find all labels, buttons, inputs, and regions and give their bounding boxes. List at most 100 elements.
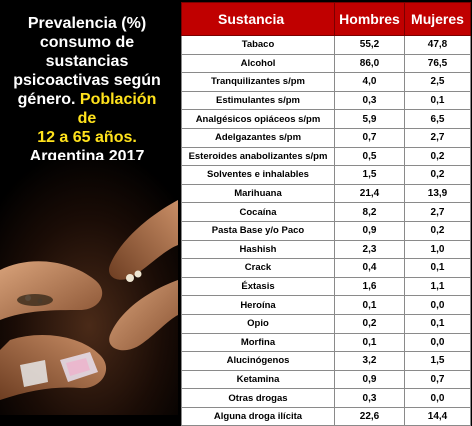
cell-sustancia: Marihuana — [181, 183, 335, 204]
title-line-5-white: género. — [17, 91, 80, 108]
cell-mujeres: 1,0 — [404, 239, 471, 260]
cell-sustancia: Adelgazantes s/pm — [181, 127, 335, 148]
title-line-2: consumo de — [39, 34, 135, 51]
cell-sustancia: Analgésicos opiáceos s/pm — [181, 109, 335, 129]
table-row: Esteroides anabolizantes s/pm 0,5 0,2 — [181, 146, 471, 167]
header-mujeres: Mujeres — [404, 2, 471, 36]
cell-sustancia: Alucinógenos — [181, 351, 335, 371]
cell-hombres: 0,3 — [334, 388, 405, 408]
cell-mujeres: 1,5 — [404, 351, 471, 371]
table-row: Marihuana 21,4 13,9 — [181, 183, 471, 204]
table-row: Tranquilizantes s/pm 4,0 2,5 — [181, 72, 471, 92]
page-title: Prevalencia (%) consumo de sustancias ps… — [12, 14, 162, 166]
cell-sustancia: Tranquilizantes s/pm — [181, 72, 335, 92]
cell-sustancia: Morfina — [181, 332, 335, 353]
cell-sustancia: Heroína — [181, 295, 335, 315]
table-header-row: Sustancia Hombres Mujeres — [181, 2, 471, 36]
cell-mujeres: 0,7 — [404, 369, 471, 390]
cell-mujeres: 2,7 — [404, 127, 471, 148]
table-row: Hashish 2,3 1,0 — [181, 239, 471, 260]
cell-hombres: 4,0 — [334, 72, 405, 92]
cell-hombres: 0,9 — [334, 369, 405, 390]
cell-mujeres: 1,1 — [404, 276, 471, 297]
cell-mujeres: 0,2 — [404, 146, 471, 167]
cell-hombres: 0,3 — [334, 90, 405, 111]
cell-mujeres: 0,1 — [404, 313, 471, 334]
cell-hombres: 5,9 — [334, 109, 405, 129]
table-row: Alcohol 86,0 76,5 — [181, 53, 471, 74]
cell-hombres: 8,2 — [334, 202, 405, 222]
cell-hombres: 21,4 — [334, 183, 405, 204]
table-row: Opio 0,2 0,1 — [181, 313, 471, 334]
cell-sustancia: Hashish — [181, 239, 335, 260]
table-row: Morfina 0,1 0,0 — [181, 332, 471, 353]
table-row: Tabaco 55,2 47,8 — [181, 35, 471, 55]
cell-sustancia: Cocaína — [181, 202, 335, 222]
prevalence-table: Sustancia Hombres Mujeres Tabaco 55,2 47,8… — [181, 2, 471, 426]
cell-sustancia: Alcohol — [181, 53, 335, 74]
cell-sustancia: Solventes e inhalables — [181, 165, 335, 185]
cell-mujeres: 76,5 — [404, 53, 471, 74]
cell-mujeres: 0,1 — [404, 90, 471, 111]
cell-sustancia: Éxtasis — [181, 276, 335, 297]
title-line-1: Prevalencia (%) — [27, 15, 147, 32]
cell-mujeres: 6,5 — [404, 109, 471, 129]
cell-hombres: 0,2 — [334, 313, 405, 334]
cell-sustancia: Alguna droga ilícita — [181, 406, 335, 426]
table-row: Ketamina 0,9 0,7 — [181, 369, 471, 390]
cell-mujeres: 0,0 — [404, 295, 471, 315]
cell-sustancia: Crack — [181, 258, 335, 278]
cell-hombres: 0,7 — [334, 127, 405, 148]
cell-sustancia: Otras drogas — [181, 388, 335, 408]
title-line-5: género. Población de — [12, 90, 162, 128]
table-row: Éxtasis 1,6 1,1 — [181, 276, 471, 297]
cell-mujeres: 0,2 — [404, 220, 471, 241]
table-row: Estimulantes s/pm 0,3 0,1 — [181, 90, 471, 111]
table-row: Alguna droga ilícita 22,6 14,4 — [181, 406, 471, 426]
cell-hombres: 0,1 — [334, 332, 405, 353]
cell-mujeres: 0,2 — [404, 165, 471, 185]
cell-mujeres: 14,4 — [404, 406, 471, 426]
cell-hombres: 2,3 — [334, 239, 405, 260]
table-row: Analgésicos opiáceos s/pm 5,9 6,5 — [181, 109, 471, 129]
cell-mujeres: 13,9 — [404, 183, 471, 204]
table-row: Alucinógenos 3,2 1,5 — [181, 351, 471, 371]
table-row: Heroína 0,1 0,0 — [181, 295, 471, 315]
cell-sustancia: Estimulantes s/pm — [181, 90, 335, 111]
cell-hombres: 55,2 — [334, 35, 405, 55]
table-row: Crack 0,4 0,1 — [181, 258, 471, 278]
title-line-3: sustancias — [45, 53, 129, 70]
table-row: Solventes e inhalables 1,5 0,2 — [181, 165, 471, 185]
table-row: Cocaína 8,2 2,7 — [181, 202, 471, 222]
cell-hombres: 22,6 — [334, 406, 405, 426]
cell-hombres: 0,5 — [334, 146, 405, 167]
cell-sustancia: Pasta Base y/o Paco — [181, 220, 335, 241]
title-line-6: 12 a 65 años. — [37, 129, 137, 146]
cell-mujeres: 0,0 — [404, 388, 471, 408]
header-sustancia: Sustancia — [181, 2, 335, 36]
title-line-5-yellow: Población de — [77, 91, 157, 127]
cell-mujeres: 0,1 — [404, 258, 471, 278]
cell-hombres: 3,2 — [334, 351, 405, 371]
cell-hombres: 1,5 — [334, 165, 405, 185]
cell-mujeres: 47,8 — [404, 35, 471, 55]
title-line-4: psicoactivas según — [13, 72, 161, 89]
table-row: Adelgazantes s/pm 0,7 2,7 — [181, 127, 471, 148]
cell-hombres: 0,1 — [334, 295, 405, 315]
cell-mujeres: 2,5 — [404, 72, 471, 92]
cell-sustancia: Opio — [181, 313, 335, 334]
cell-sustancia: Tabaco — [181, 35, 335, 55]
table-row: Otras drogas 0,3 0,0 — [181, 388, 471, 408]
table-row: Pasta Base y/o Paco 0,9 0,2 — [181, 220, 471, 241]
cell-sustancia: Esteroides anabolizantes s/pm — [181, 146, 335, 167]
cell-mujeres: 2,7 — [404, 202, 471, 222]
left-panel: Prevalencia (%) consumo de sustancias ps… — [0, 0, 178, 415]
cell-sustancia: Ketamina — [181, 369, 335, 390]
cell-hombres: 0,4 — [334, 258, 405, 278]
cell-hombres: 0,9 — [334, 220, 405, 241]
cell-hombres: 86,0 — [334, 53, 405, 74]
cell-hombres: 1,6 — [334, 276, 405, 297]
header-hombres: Hombres — [334, 2, 405, 36]
cell-mujeres: 0,0 — [404, 332, 471, 353]
hands-photo — [0, 160, 178, 415]
